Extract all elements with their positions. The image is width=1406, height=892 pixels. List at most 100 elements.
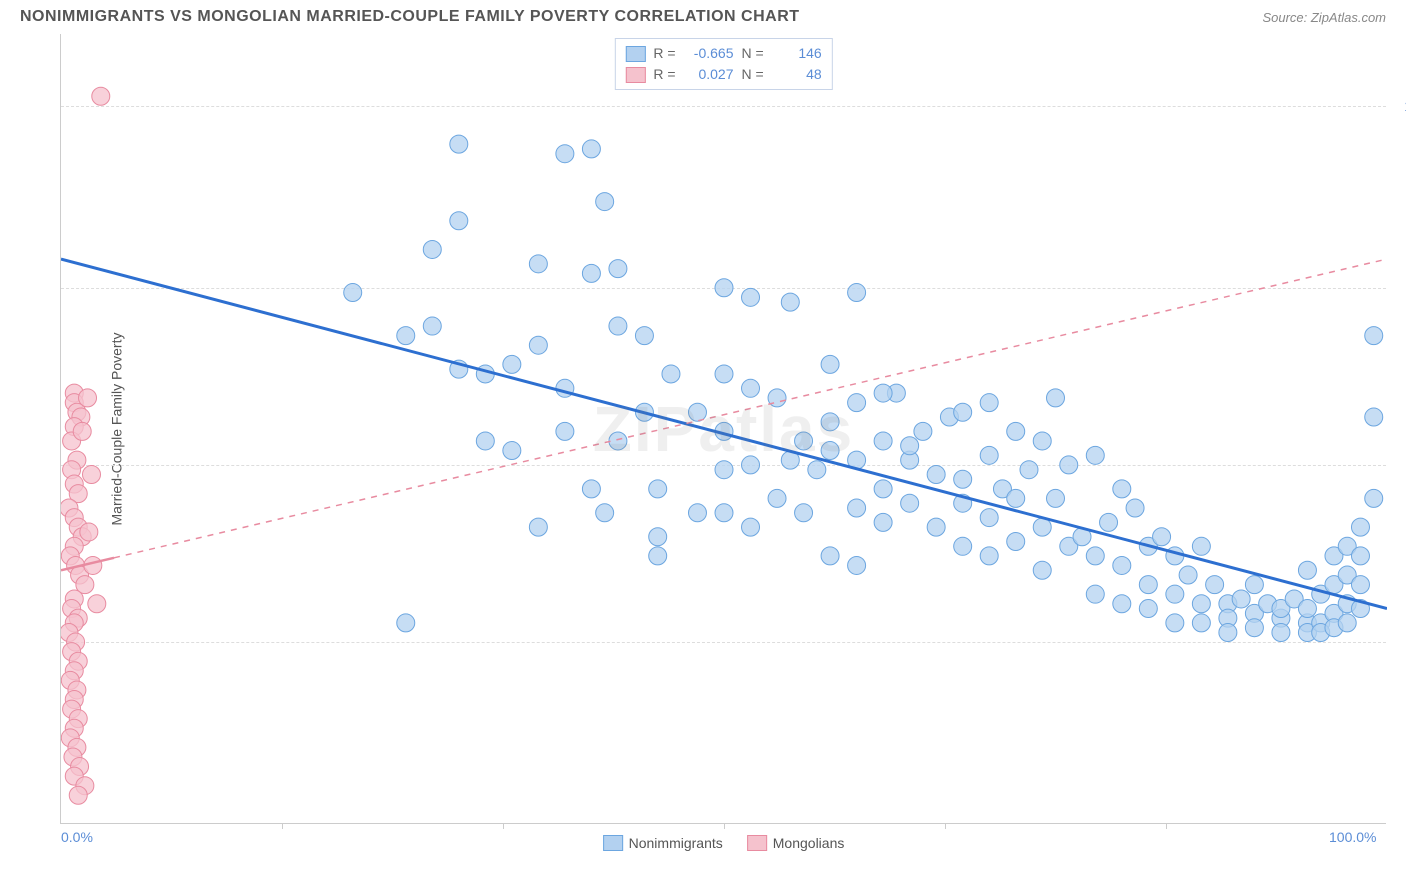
data-point (1086, 585, 1104, 603)
data-point (1338, 614, 1356, 632)
data-point (609, 432, 627, 450)
data-point (1033, 561, 1051, 579)
data-point (954, 537, 972, 555)
data-point (715, 279, 733, 297)
data-point (742, 518, 760, 536)
data-point (1126, 499, 1144, 517)
data-point (1007, 422, 1025, 440)
data-point (476, 432, 494, 450)
data-point (1192, 614, 1210, 632)
data-point (92, 87, 110, 105)
legend-label: Mongolians (773, 835, 845, 851)
data-point (1206, 576, 1224, 594)
data-point (874, 384, 892, 402)
chart-source: Source: ZipAtlas.com (1262, 10, 1386, 25)
data-point (1365, 408, 1383, 426)
regression-line (61, 259, 1387, 609)
data-point (1298, 561, 1316, 579)
data-point (1007, 533, 1025, 551)
data-point (1192, 595, 1210, 613)
data-point (1060, 456, 1078, 474)
data-point (582, 264, 600, 282)
legend-swatch (625, 67, 645, 83)
legend-label: Nonimmigrants (629, 835, 723, 851)
stats-row: R = -0.665 N = 146 (625, 43, 821, 64)
data-point (79, 389, 97, 407)
data-point (1007, 489, 1025, 507)
data-point (821, 442, 839, 460)
data-point (808, 461, 826, 479)
data-point (582, 140, 600, 158)
data-point (73, 422, 91, 440)
legend-swatch (747, 835, 767, 851)
data-point (1113, 480, 1131, 498)
x-tick-label: 100.0% (1329, 829, 1376, 845)
x-tick-label: 0.0% (61, 829, 93, 845)
data-point (1365, 489, 1383, 507)
n-value: 146 (772, 43, 822, 64)
scatter-svg (61, 34, 1387, 824)
data-point (821, 547, 839, 565)
data-point (715, 504, 733, 522)
data-point (742, 379, 760, 397)
data-point (529, 336, 547, 354)
data-point (874, 480, 892, 498)
data-point (649, 480, 667, 498)
data-point (954, 470, 972, 488)
data-point (1139, 600, 1157, 618)
n-label: N = (742, 64, 764, 85)
chart-header: NONIMMIGRANTS VS MONGOLIAN MARRIED-COUPL… (0, 0, 1406, 30)
stats-row: R = 0.027 N = 48 (625, 64, 821, 85)
data-point (980, 547, 998, 565)
data-point (635, 327, 653, 345)
legend-item: Nonimmigrants (603, 835, 723, 851)
data-point (688, 403, 706, 421)
data-point (1086, 446, 1104, 464)
data-point (1179, 566, 1197, 584)
data-point (1351, 576, 1369, 594)
plot-region: ZIPatlas R = -0.665 N = 146 R = 0.027 N … (60, 34, 1386, 824)
data-point (649, 528, 667, 546)
data-point (503, 442, 521, 460)
data-point (596, 504, 614, 522)
chart-area: Married-Couple Family Poverty ZIPatlas R… (60, 34, 1386, 824)
data-point (795, 504, 813, 522)
data-point (848, 394, 866, 412)
n-value: 48 (772, 64, 822, 85)
data-point (82, 465, 100, 483)
data-point (1351, 547, 1369, 565)
data-point (1298, 600, 1316, 618)
data-point (1113, 595, 1131, 613)
data-point (821, 413, 839, 431)
r-label: R = (653, 64, 675, 85)
legend-item: Mongolians (747, 835, 845, 851)
data-point (450, 212, 468, 230)
data-point (901, 494, 919, 512)
data-point (1020, 461, 1038, 479)
data-point (596, 193, 614, 211)
data-point (1166, 614, 1184, 632)
data-point (742, 456, 760, 474)
legend-swatch (625, 46, 645, 62)
data-point (914, 422, 932, 440)
legend-swatch (603, 835, 623, 851)
chart-title: NONIMMIGRANTS VS MONGOLIAN MARRIED-COUPL… (20, 8, 800, 26)
data-point (1139, 576, 1157, 594)
data-point (980, 446, 998, 464)
data-point (1365, 327, 1383, 345)
data-point (609, 317, 627, 335)
data-point (1113, 556, 1131, 574)
data-point (927, 465, 945, 483)
series-legend: Nonimmigrants Mongolians (603, 835, 845, 851)
data-point (69, 786, 87, 804)
data-point (1192, 537, 1210, 555)
r-value: 0.027 (684, 64, 734, 85)
data-point (450, 135, 468, 153)
data-point (1272, 623, 1290, 641)
data-point (1232, 590, 1250, 608)
data-point (1219, 623, 1237, 641)
data-point (423, 317, 441, 335)
data-point (927, 518, 945, 536)
r-value: -0.665 (684, 43, 734, 64)
data-point (1245, 576, 1263, 594)
